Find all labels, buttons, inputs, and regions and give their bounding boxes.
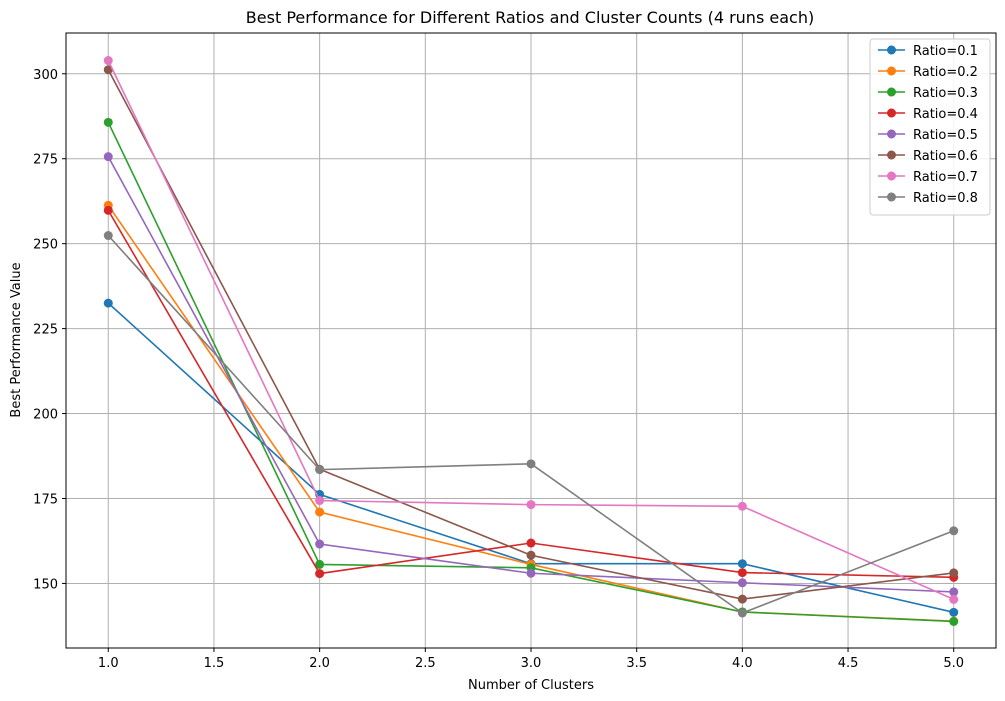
data-point [315,496,325,506]
x-tick-label: 2.5 [415,656,436,671]
data-point [737,501,747,511]
y-tick-label: 300 [33,68,58,83]
legend-item: Ratio=0.3 [878,86,978,101]
y-axis-label: Best Performance Value [9,262,24,417]
data-point [949,587,959,597]
y-tick-label: 225 [33,323,58,338]
legend-label: Ratio=0.6 [913,149,978,164]
data-point [103,117,113,127]
x-tick-label: 4.5 [838,656,859,671]
legend-label: Ratio=0.4 [913,107,978,122]
legend-item: Ratio=0.4 [878,107,978,122]
series-ratio-0-8 [103,231,959,618]
x-tick-label: 5.0 [943,656,964,671]
data-point [737,608,747,618]
y-tick-label: 275 [33,153,58,168]
data-point [103,65,113,75]
data-point [526,459,536,469]
data-point [526,568,536,578]
data-point [949,607,959,617]
x-tick-label: 3.5 [626,656,647,671]
legend-label: Ratio=0.1 [913,44,978,59]
data-point [949,616,959,626]
data-point [737,578,747,588]
legend-marker [887,150,896,160]
legend-label: Ratio=0.2 [913,65,978,80]
legend-marker [887,108,896,118]
legend-box [869,38,991,216]
legend-marker [887,171,896,181]
legend-marker [887,87,896,97]
data-point [315,507,325,517]
y-tick-label: 200 [33,408,58,423]
data-point [315,559,325,569]
legend-label: Ratio=0.5 [913,128,978,143]
data-point [315,539,325,549]
data-point [315,465,325,475]
series-ratio-0-7 [103,56,959,604]
data-point [737,559,747,569]
data-point [949,526,959,536]
legend-label: Ratio=0.3 [913,86,978,101]
x-tick-label: 4.0 [732,656,753,671]
legend-label: Ratio=0.7 [913,170,978,185]
y-tick-label: 175 [33,492,58,507]
legend-item: Ratio=0.7 [878,170,978,185]
data-point [949,594,959,604]
legend-marker [887,192,896,202]
data-point [737,594,747,604]
data-point [103,152,113,162]
legend-marker [887,45,896,55]
data-point [103,205,113,215]
grid-lines [66,33,996,648]
legend-item: Ratio=0.6 [878,149,978,164]
chart-title: Best Performance for Different Ratios an… [246,8,814,27]
legend-item: Ratio=0.8 [878,191,978,206]
data-point [103,56,113,66]
x-axis-label: Number of Clusters [468,678,594,693]
x-tick-label: 1.0 [98,656,119,671]
data-point [737,568,747,578]
legend-item: Ratio=0.1 [878,44,978,59]
legend-label: Ratio=0.8 [913,191,978,206]
data-point [103,231,113,241]
x-axis: 1.0 1.5 2.0 2.5 3.0 3.5 4.0 4.5 5.0 [98,648,964,671]
x-tick-label: 1.5 [204,656,225,671]
legend-marker [887,66,896,76]
legend-item: Ratio=0.5 [878,128,978,143]
legend-marker [887,129,896,139]
series-group [103,56,959,626]
data-point [315,569,325,579]
data-point [526,500,536,510]
series-ratio-0-6 [103,65,959,604]
data-point [103,298,113,308]
data-point [949,568,959,578]
legend-item: Ratio=0.2 [878,65,978,80]
y-tick-label: 250 [33,238,58,253]
data-point [526,550,536,560]
x-tick-label: 3.0 [521,656,542,671]
y-tick-label: 150 [33,577,58,592]
y-axis: 150 175 200 225 250 275 300 [33,68,66,592]
legend: Ratio=0.1 Ratio=0.2 Ratio=0.3 Ratio=0.4 Rati… [869,38,991,216]
data-point [526,538,536,548]
x-tick-label: 2.0 [309,656,330,671]
